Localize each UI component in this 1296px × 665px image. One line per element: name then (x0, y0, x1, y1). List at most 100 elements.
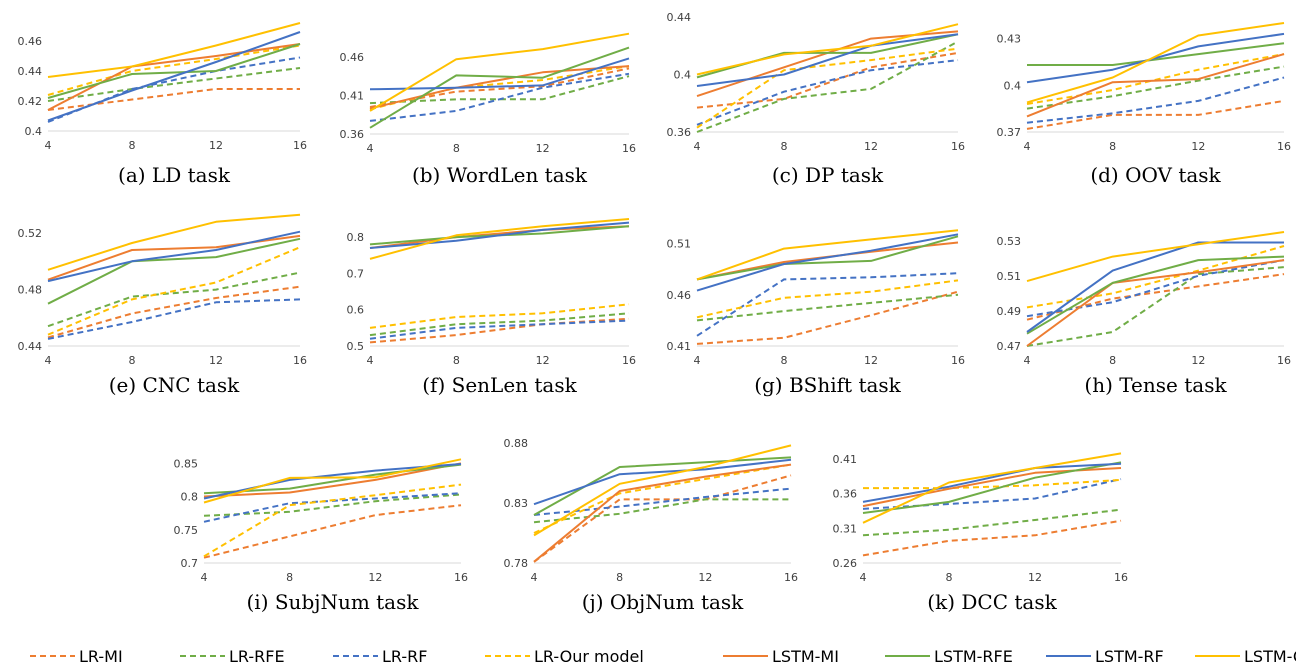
y-tick-label: 0.46 (18, 35, 43, 48)
x-tick-label: 12 (536, 142, 550, 155)
series-line-lr-rf (533, 487, 792, 516)
x-tick-label: 16 (784, 571, 798, 584)
series-line-lstm-rfe (47, 237, 301, 305)
y-tick-label: 0.36 (667, 126, 692, 139)
series-line-lstm-rfe (47, 43, 301, 99)
y-tick-label: 0.8 (181, 491, 199, 504)
x-tick-label: 8 (946, 571, 953, 584)
chart-caption: (b) WordLen task (412, 163, 588, 187)
series-line-lr-rfe (862, 508, 1122, 537)
x-tick-label: 16 (1277, 354, 1291, 367)
y-tick-label: 0.53 (997, 235, 1022, 248)
series-line-lstm-rfe (1026, 255, 1285, 335)
series-line-lr-rfe (1026, 65, 1285, 110)
y-tick-label: 0.48 (18, 284, 43, 297)
x-tick-label: 8 (453, 142, 460, 155)
x-tick-label: 16 (1277, 140, 1291, 153)
series-line-lr-mi (1026, 273, 1285, 321)
series-line-lr-rfe (696, 293, 959, 322)
x-tick-label: 8 (453, 354, 460, 367)
x-tick-label: 4 (1024, 354, 1031, 367)
series-line-lstm-our-model (369, 32, 630, 112)
x-tick-label: 12 (698, 571, 712, 584)
x-tick-label: 8 (1109, 140, 1116, 153)
series-line-lstm-rfe (696, 33, 959, 79)
series-line-lstm-our-model (696, 229, 959, 281)
chart-panel-5: 0.44 0.48 0.52 4 8 12 16 (e) CNC task (18, 213, 307, 397)
y-tick-label: 0.46 (667, 289, 692, 302)
series-line-lr-rf (369, 319, 630, 340)
chart-panel-11: 0.26 0.31 0.36 0.41 4 8 12 16 (k) DCC task (833, 452, 1128, 614)
x-tick-label: 4 (367, 354, 374, 367)
y-tick-label: 0.42 (18, 95, 43, 108)
x-tick-label: 8 (781, 354, 788, 367)
series-line-lr-our-model (696, 47, 959, 129)
chart-panel-10: 0.78 0.83 0.88 4 8 12 16 (j) ObjNum task (504, 437, 799, 614)
x-tick-label: 12 (209, 354, 223, 367)
y-tick-label: 0.37 (997, 126, 1022, 139)
x-tick-label: 12 (1191, 140, 1205, 153)
y-tick-label: 0.26 (833, 557, 858, 570)
series-line-lstm-rf (369, 221, 630, 249)
series-line-lstm-our-model (369, 218, 630, 260)
series-line-lstm-our-model (203, 458, 462, 504)
series-line-lstm-our-model (1026, 231, 1285, 283)
legend-label-lr-rf: LR-RF (382, 647, 427, 665)
chart-caption: (k) DCC task (927, 590, 1057, 614)
chart-panel-2: 0.36 0.41 0.46 4 8 12 16 (b) WordLen task (340, 32, 636, 187)
series-line-lr-rfe (47, 271, 301, 328)
legend-label-lstm-rfe: LSTM-RFE (934, 647, 1013, 665)
series-line-lstm-mi (47, 43, 301, 111)
chart-panel-3: 0.36 0.4 0.44 4 8 12 16 (c) DP task (667, 11, 966, 187)
legend-label-lstm-our-model: LSTM-Our model (1244, 647, 1296, 665)
y-tick-label: 0.46 (340, 51, 365, 64)
y-tick-label: 0.31 (833, 522, 858, 535)
series-line-lr-mi (47, 285, 301, 339)
series-line-lr-mi (203, 504, 462, 559)
y-tick-label: 0.43 (997, 33, 1022, 46)
series-line-lr-our-model (47, 44, 301, 96)
y-tick-label: 0.52 (18, 227, 43, 240)
series-line-lstm-our-model (1026, 22, 1285, 104)
series-line-lr-rfe (203, 493, 462, 517)
y-tick-label: 0.49 (997, 305, 1022, 318)
chart-caption: (e) CNC task (109, 373, 240, 397)
chart-caption: (h) Tense task (1084, 373, 1227, 397)
series-line-lr-mi (533, 474, 792, 563)
chart-panel-9: 0.7 0.75 0.8 0.85 4 8 12 16 (i) SubjNum task (174, 457, 469, 614)
x-tick-label: 16 (293, 139, 307, 152)
series-line-lstm-mi (533, 463, 792, 563)
series-line-lstm-our-model (533, 444, 792, 537)
y-tick-label: 0.6 (347, 304, 365, 317)
series-line-lstm-rf (1026, 241, 1284, 333)
series-line-lr-rf (369, 72, 630, 122)
chart-caption: (j) ObjNum task (582, 590, 744, 614)
y-tick-label: 0.41 (340, 89, 365, 102)
series-line-lstm-rf (696, 33, 959, 87)
x-tick-label: 8 (129, 139, 136, 152)
chart-caption: (c) DP task (772, 163, 884, 187)
series-line-lr-mi (862, 519, 1122, 557)
series-line-lr-rfe (369, 312, 630, 337)
x-tick-label: 12 (209, 139, 223, 152)
chart-caption: (f) SenLen task (422, 373, 577, 397)
series-line-lr-our-model (533, 463, 792, 534)
y-tick-label: 0.51 (997, 270, 1022, 283)
series-line-lstm-our-model (47, 213, 301, 271)
y-tick-label: 0.83 (504, 497, 529, 510)
x-tick-label: 12 (1028, 571, 1042, 584)
x-tick-label: 16 (454, 571, 468, 584)
series-line-lstm-rfe (1027, 42, 1285, 66)
x-tick-label: 4 (860, 571, 867, 584)
x-tick-label: 12 (536, 354, 550, 367)
y-tick-label: 0.7 (181, 557, 199, 570)
y-tick-label: 0.41 (833, 453, 858, 466)
y-tick-label: 0.47 (997, 340, 1022, 353)
x-tick-label: 8 (781, 140, 788, 153)
x-tick-label: 8 (286, 571, 293, 584)
series-line-lstm-mi (369, 65, 630, 110)
x-tick-label: 12 (368, 571, 382, 584)
y-tick-label: 0.44 (18, 65, 43, 78)
x-tick-label: 12 (864, 354, 878, 367)
